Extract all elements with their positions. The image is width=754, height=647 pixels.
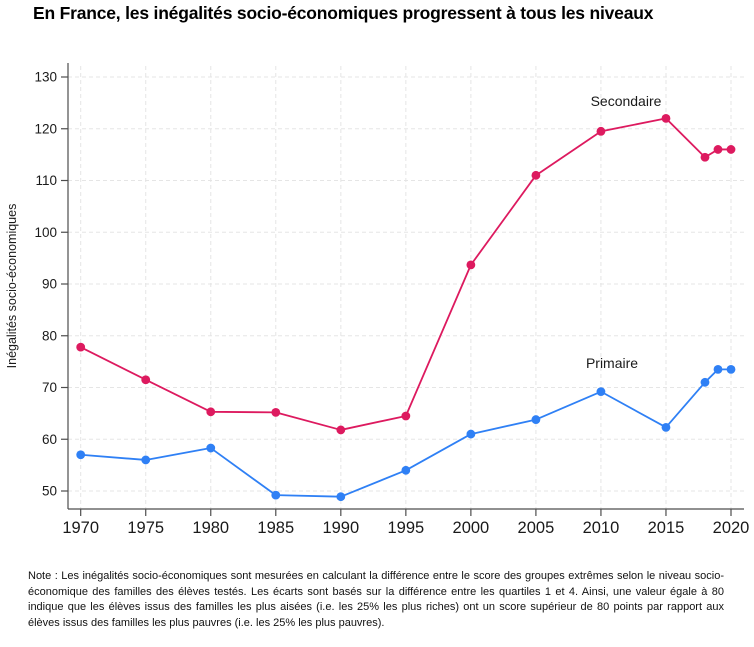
y-tick-label: 130	[34, 70, 57, 85]
x-tick-label: 1985	[257, 519, 294, 537]
x-tick-label: 2010	[583, 519, 620, 537]
axes: 50 60 70 80 90 100 110 120 130 1970 1975 1980 1985 19…	[34, 63, 749, 537]
y-tick-label: 50	[42, 484, 57, 499]
data-point	[206, 407, 216, 417]
data-point	[531, 415, 541, 424]
y-tick-label: 80	[42, 328, 57, 343]
data-point	[466, 260, 476, 270]
x-tick-label: 1995	[387, 519, 424, 537]
data-point	[713, 364, 723, 374]
series-label: Primaire	[586, 355, 638, 371]
y-tick-label: 110	[35, 173, 57, 188]
x-tick-label: 1975	[127, 519, 164, 537]
data-point	[531, 170, 541, 180]
x-tick-label: 2020	[713, 519, 750, 537]
data-point	[713, 145, 723, 154]
data-point	[401, 411, 411, 421]
data-point	[661, 422, 671, 432]
data-point	[206, 443, 216, 453]
series-label: Secondaire	[591, 93, 662, 109]
data-point	[726, 364, 736, 374]
x-tick-label: 1980	[192, 519, 229, 537]
data-point	[700, 152, 710, 162]
y-tick-label: 100	[34, 225, 57, 240]
data-point	[466, 429, 476, 439]
x-tick-label: 1970	[62, 519, 99, 537]
primaire-series: Primaire	[76, 355, 736, 502]
data-point	[141, 375, 151, 385]
y-tick-label: 120	[34, 121, 57, 136]
x-tick-label: 2005	[518, 519, 555, 537]
data-point	[661, 114, 671, 123]
data-point	[726, 145, 736, 154]
x-tick-label: 1990	[322, 519, 359, 537]
y-tick-label: 90	[42, 277, 57, 292]
data-point	[271, 407, 281, 417]
data-point	[596, 126, 606, 136]
data-point	[700, 377, 710, 387]
y-axis-title: Inégalités socio-économiques	[5, 204, 19, 369]
x-tick-label: 2000	[453, 519, 490, 537]
data-point	[336, 492, 346, 502]
gridlines	[68, 66, 744, 509]
data-point	[336, 425, 346, 435]
data-point	[596, 387, 606, 397]
secondaire-series: Secondaire	[76, 93, 736, 435]
note-text: Note : Les inégalités socio-économiques …	[28, 570, 724, 629]
chart-title: En France, les inégalités socio-économiq…	[33, 3, 654, 23]
data-point	[141, 455, 151, 465]
data-point	[76, 342, 86, 352]
data-point	[76, 450, 86, 460]
x-tick-label: 2015	[648, 519, 685, 537]
y-tick-label: 60	[42, 432, 57, 447]
data-point	[271, 490, 281, 500]
data-point	[401, 465, 411, 475]
y-tick-label: 70	[42, 380, 57, 395]
